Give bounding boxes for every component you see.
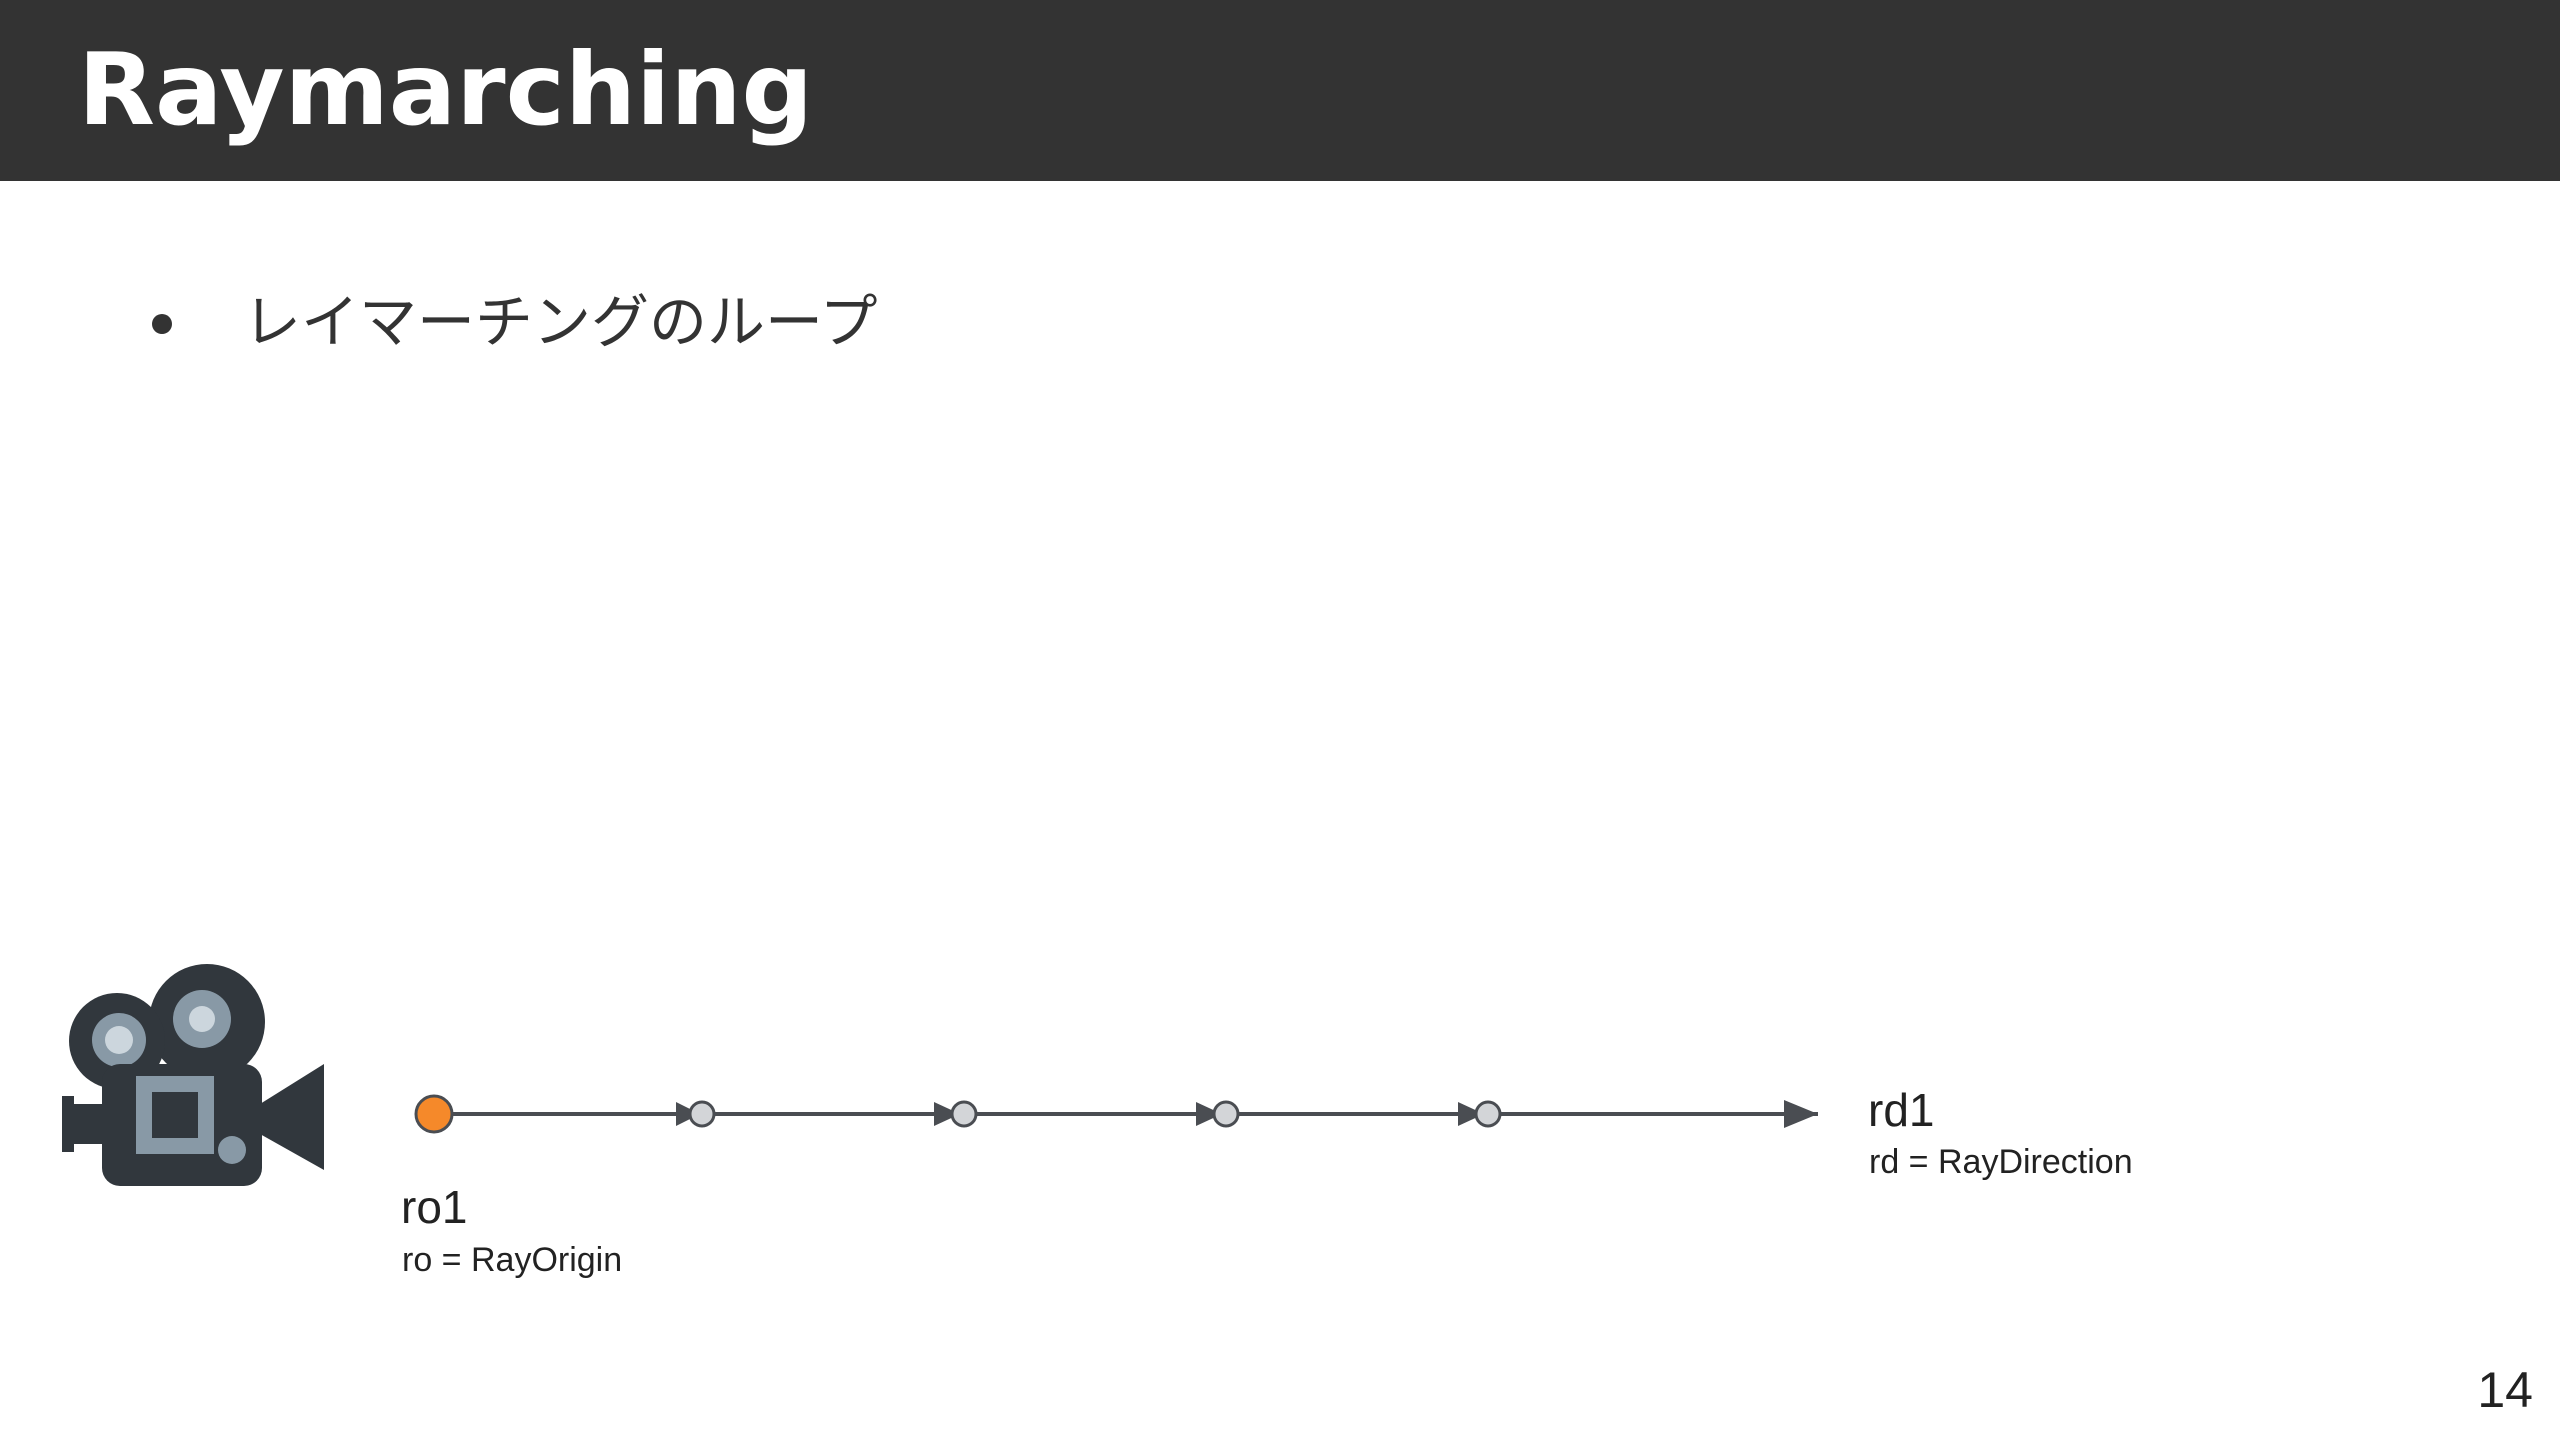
ray-origin-point (414, 1094, 454, 1134)
ray-direction-arrowhead (1784, 1100, 1818, 1128)
movie-camera-icon (62, 964, 324, 1186)
ray-origin-definition: ro = RayOrigin (402, 1241, 623, 1279)
ray-direction-definition: rd = RayDirection (1869, 1143, 2133, 1181)
ray-arrowhead (934, 1102, 960, 1126)
slide-title: Raymarching (78, 31, 814, 148)
ray-origin-label: ro1 (401, 1181, 468, 1233)
bullet-text: レイマーチングのループ (243, 288, 878, 356)
ray-arrowhead (676, 1102, 700, 1126)
ray-segments (434, 1100, 1818, 1128)
page-number: 14 (2477, 1362, 2533, 1418)
march-step-point (688, 1100, 716, 1128)
title-bar: Raymarching (0, 0, 2560, 181)
ray-direction-label: rd1 (1868, 1084, 1935, 1136)
ray-arrowhead (1196, 1102, 1222, 1126)
march-step-point (1212, 1100, 1240, 1128)
bullet-marker (152, 314, 172, 334)
march-step-point (950, 1100, 978, 1128)
ray-arrowhead (1458, 1102, 1484, 1126)
march-step-point (1474, 1100, 1502, 1128)
